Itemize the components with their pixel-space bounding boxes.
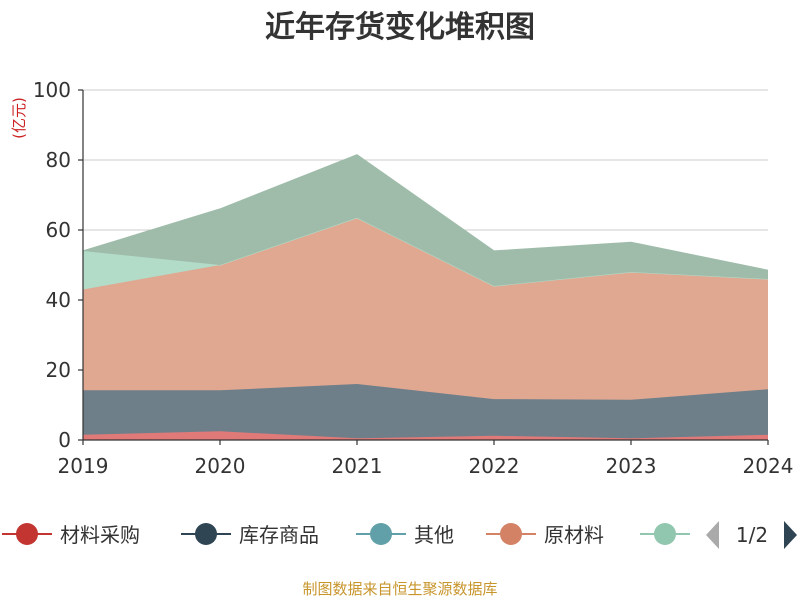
- legend-circle-icon: [654, 523, 676, 545]
- legend-prev-icon[interactable]: [706, 521, 719, 549]
- legend-page-indicator: 1/2: [736, 523, 768, 547]
- legend-next-icon[interactable]: [784, 521, 797, 549]
- x-tick-label: 2022: [469, 454, 520, 478]
- legend-item-4[interactable]: [640, 523, 690, 545]
- axes: [78, 89, 769, 445]
- legend-pager: 1/2: [706, 521, 797, 549]
- x-tick-label: 2020: [195, 454, 246, 478]
- legend-item-3[interactable]: 原材料: [486, 523, 604, 547]
- x-tick-label: 2023: [606, 454, 657, 478]
- y-tick-label: 100: [33, 78, 71, 102]
- legend-label: 库存商品: [239, 523, 319, 547]
- x-tick-label: 2021: [332, 454, 383, 478]
- y-tick-label: 60: [46, 218, 71, 242]
- legend-circle-icon: [500, 523, 522, 545]
- area-series-5: [83, 154, 768, 286]
- y-tick-labels: 0 20 40 60 80 100: [33, 78, 71, 452]
- y-tick-label: 0: [58, 428, 71, 452]
- area-series-edge-5: [82, 154, 769, 271]
- area-series-1: [83, 384, 768, 439]
- y-tick-label: 80: [46, 148, 71, 172]
- y-tick-label: 40: [46, 288, 71, 312]
- legend: 材料采购 库存商品 其他 原材料: [2, 523, 690, 547]
- x-tick-label: 2019: [58, 454, 109, 478]
- y-axis-unit: (亿元): [10, 97, 28, 139]
- y-tick-label: 20: [46, 358, 71, 382]
- legend-circle-icon: [195, 523, 217, 545]
- legend-label: 其他: [414, 523, 454, 547]
- legend-item-1[interactable]: 库存商品: [181, 523, 319, 547]
- legend-label: 原材料: [544, 523, 604, 547]
- legend-circle-icon: [16, 523, 38, 545]
- legend-label: 材料采购: [60, 523, 140, 547]
- legend-circle-icon: [370, 523, 392, 545]
- data-source-note: 制图数据来自恒生聚源数据库: [302, 580, 497, 598]
- legend-item-0[interactable]: 材料采购: [2, 523, 140, 547]
- chart-title: 近年存货变化堆积图: [265, 10, 535, 45]
- area-series: [82, 154, 769, 440]
- x-tick-labels: 2019 2020 2021 2022 2023 2024: [58, 454, 794, 478]
- legend-item-2[interactable]: 其他: [356, 523, 454, 547]
- x-tick-label: 2024: [743, 454, 794, 478]
- area-series-3: [83, 217, 768, 400]
